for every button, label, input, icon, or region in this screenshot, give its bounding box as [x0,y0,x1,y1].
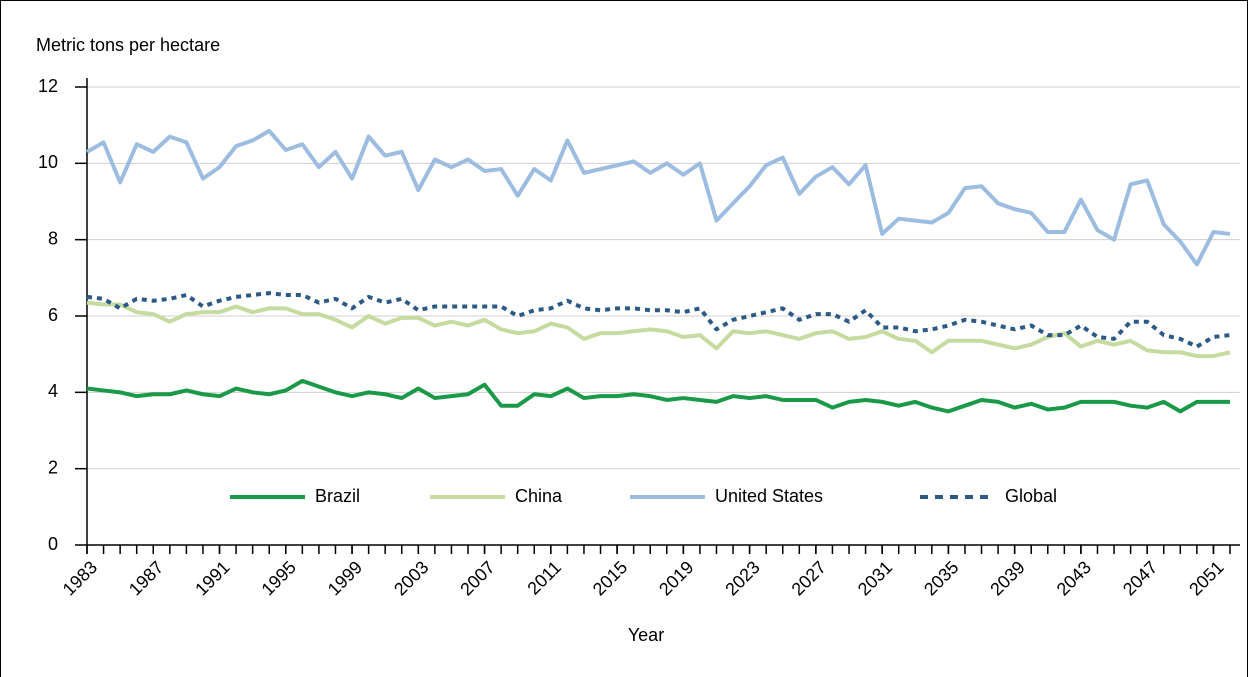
x-tick-label: 2047 [1119,557,1161,599]
series-line [86,128,1231,267]
x-tick-label: 2051 [1185,557,1227,599]
y-tick-label: 2 [48,457,58,477]
x-tick-label: 1995 [258,557,300,599]
y-tick-label: 4 [48,381,58,401]
series-line [86,291,1231,349]
legend-label: Global [1005,486,1057,506]
x-tick-label: 2003 [390,557,432,599]
x-tick-label: 2027 [788,557,830,599]
series-line [86,300,1231,359]
y-tick-label: 10 [38,152,58,172]
legend-label: China [515,486,563,506]
x-tick-label: 2019 [655,557,697,599]
x-tick-label: 2035 [920,557,962,599]
y-tick-label: 0 [48,534,58,554]
x-tick-label: 2039 [986,557,1028,599]
x-tick-label: 1987 [125,557,167,599]
y-tick-label: 6 [48,305,58,325]
y-tick-label: 12 [38,76,58,96]
legend-label: United States [715,486,823,506]
x-tick-label: 1999 [324,557,366,599]
x-tick-label: 1991 [191,557,233,599]
x-tick-label: 2023 [721,557,763,599]
x-axis-label: Year [628,625,664,645]
x-tick-label: 2007 [456,557,498,599]
y-tick-label: 8 [48,228,58,248]
y-axis-label: Metric tons per hectare [36,35,220,55]
x-tick-label: 2011 [523,557,565,599]
x-tick-label: 2015 [589,557,631,599]
legend-label: Brazil [315,486,360,506]
x-tick-label: 2031 [854,557,896,599]
x-tick-label: 1983 [59,557,101,599]
series-line [86,378,1230,414]
x-tick-label: 2043 [1053,557,1095,599]
